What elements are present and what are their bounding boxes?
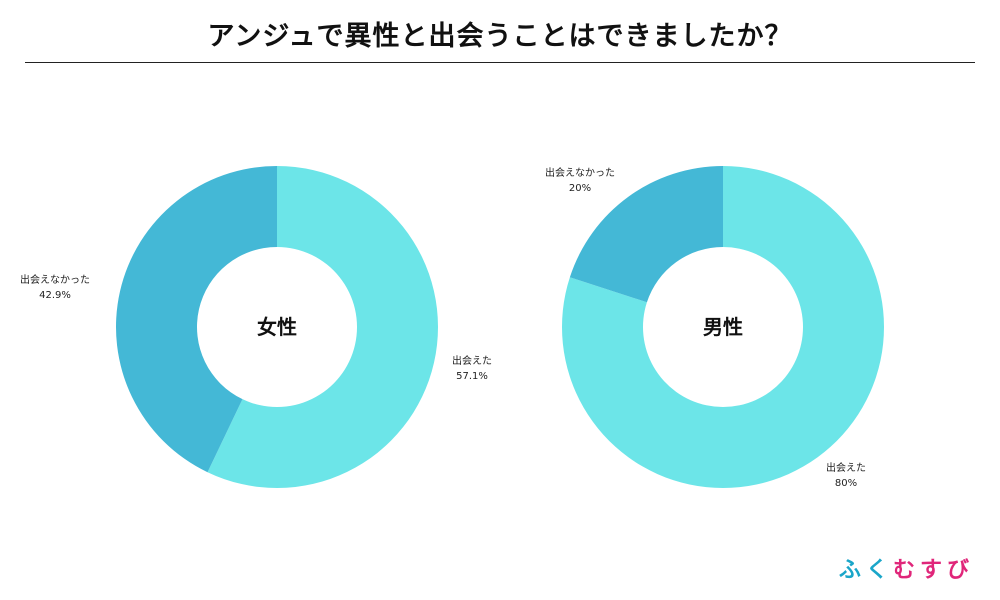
slice-label: 出会えなかった (20, 273, 90, 286)
slice-value-label: 57.1% (456, 371, 488, 382)
logo-char: す (919, 558, 947, 583)
slice-value-label: 20% (569, 183, 591, 194)
logo-char: ふ (838, 558, 866, 583)
brand-logo: ふくむすび (839, 552, 974, 584)
donut-center-label: 女性 (257, 315, 297, 339)
slice-label: 出会えた (826, 461, 866, 474)
slice-label: 出会えなかった (545, 166, 615, 179)
donut-slice (115, 166, 277, 473)
logo-char: む (892, 558, 920, 583)
donut-slice (561, 166, 884, 488)
donut-center-label: 男性 (703, 315, 743, 339)
donut-slice (569, 166, 723, 303)
logo-char: び (946, 558, 974, 583)
slice-value-label: 80% (835, 478, 857, 489)
chart-title: アンジュで異性と出会うことはできましたか？ (207, 21, 793, 52)
slice-value-label: 42.9% (39, 290, 71, 301)
logo-char: く (865, 558, 893, 583)
donut-slice (207, 166, 438, 489)
slice-label: 出会えた (452, 354, 492, 367)
title-divider (25, 62, 975, 63)
